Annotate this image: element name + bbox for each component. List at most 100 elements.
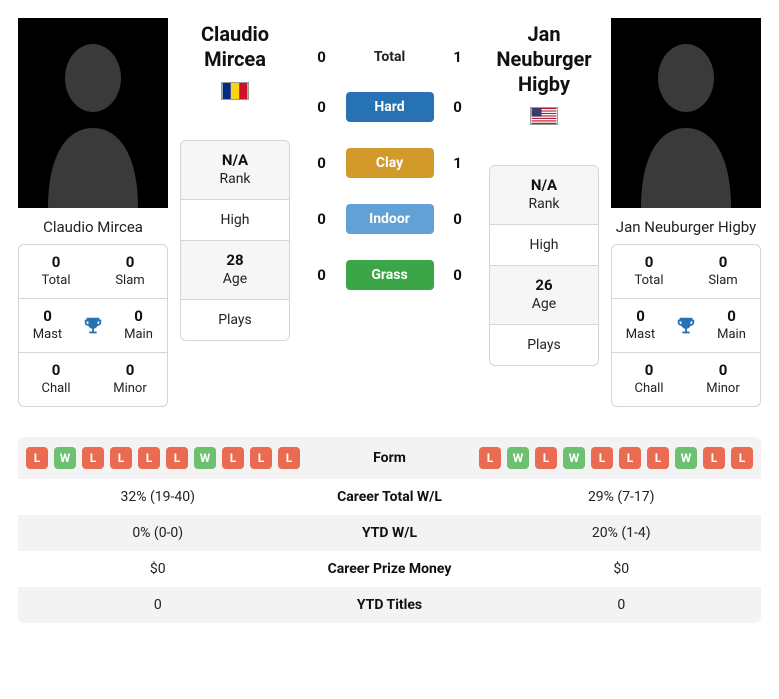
form-chip[interactable]: L <box>703 447 725 469</box>
player2-ytd-wl: 20% (1-4) <box>490 525 754 541</box>
form-chip[interactable]: W <box>675 447 697 469</box>
compare-table: LWLLLLWLLL Form LWLWLLLWLL 32% (19-40) C… <box>18 437 761 623</box>
player2-column: Jan Neuburger Higby 0 Total 0 Slam 0 Mas… <box>611 18 761 407</box>
h2h-p1-indoor: 0 <box>312 210 332 228</box>
person-silhouette-icon <box>631 28 741 208</box>
player1-photo <box>18 18 168 208</box>
player2-name[interactable]: Jan Neuburger Higby <box>489 22 599 97</box>
player2-rank: N/A Rank <box>490 166 598 225</box>
top-row: Claudio Mircea 0 Total 0 Slam 0 Mast <box>18 18 761 407</box>
player2-photo-name: Jan Neuburger Higby <box>611 208 761 244</box>
player2-photo <box>611 18 761 208</box>
surface-hard-pill[interactable]: Hard <box>346 92 434 122</box>
form-chip[interactable]: L <box>731 447 753 469</box>
compare-ytd-titles-row: 0 YTD Titles 0 <box>18 587 761 623</box>
trophy-icon <box>76 315 110 337</box>
h2h-total-label: Total <box>346 49 434 65</box>
player2-titles-minor: 0 Minor <box>686 353 760 406</box>
player2-stats-card: N/A Rank High 26 Age Plays <box>489 165 599 366</box>
titles-row-3: 0 Chall 0 Minor <box>19 353 167 406</box>
player1-career-wl: 32% (19-40) <box>26 489 290 505</box>
player2-prize: $0 <box>490 561 754 577</box>
form-chip[interactable]: L <box>535 447 557 469</box>
form-chip[interactable]: W <box>563 447 585 469</box>
form-chip[interactable]: L <box>619 447 641 469</box>
player1-high: High <box>181 200 289 241</box>
h2h-p1-total: 0 <box>312 48 332 66</box>
form-chip[interactable]: L <box>647 447 669 469</box>
player1-form: LWLLLLWLLL <box>26 447 300 469</box>
compare-career-wl-row: 32% (19-40) Career Total W/L 29% (7-17) <box>18 479 761 515</box>
romania-flag-icon <box>221 82 249 100</box>
titles-row-2: 0 Mast 0 Main <box>612 299 760 353</box>
trophy-icon <box>669 315 703 337</box>
h2h-column: 0 Total 1 0 Hard 0 0 Clay 1 0 Indoor 0 0 Grass 0 <box>302 18 477 290</box>
player1-age: 28 Age <box>181 241 289 300</box>
form-chip[interactable]: W <box>54 447 76 469</box>
player2-titles-main: 0 Main <box>703 299 760 352</box>
compare-ytd-wl-label: YTD W/L <box>290 525 490 541</box>
player1-name[interactable]: Claudio Mircea <box>180 22 290 72</box>
player1-header: Claudio Mircea N/A Rank High 28 Age Play… <box>180 18 290 341</box>
h2h-p2-total: 1 <box>448 48 468 66</box>
form-chip[interactable]: L <box>26 447 48 469</box>
player2-form: LWLWLLLWLL <box>479 447 753 469</box>
player2-titles-card: 0 Total 0 Slam 0 Mast 0 Main <box>611 244 761 407</box>
compare-ytd-wl-row: 0% (0-0) YTD W/L 20% (1-4) <box>18 515 761 551</box>
form-chip[interactable]: L <box>82 447 104 469</box>
player1-titles-main: 0 Main <box>110 299 167 352</box>
form-chip[interactable]: L <box>138 447 160 469</box>
titles-row-3: 0 Chall 0 Minor <box>612 353 760 406</box>
player2-titles-total: 0 Total <box>612 245 686 298</box>
player1-stats-card: N/A Rank High 28 Age Plays <box>180 140 290 341</box>
compare-prize-label: Career Prize Money <box>290 561 490 577</box>
player2-high: High <box>490 225 598 266</box>
form-chip[interactable]: W <box>194 447 216 469</box>
compare-form-row: LWLLLLWLLL Form LWLWLLLWLL <box>18 437 761 479</box>
player1-titles-mast: 0 Mast <box>19 299 76 352</box>
form-chip[interactable]: L <box>479 447 501 469</box>
player2-age: 26 Age <box>490 266 598 325</box>
player1-column: Claudio Mircea 0 Total 0 Slam 0 Mast <box>18 18 168 407</box>
player1-titles-minor: 0 Minor <box>93 353 167 406</box>
titles-row-1: 0 Total 0 Slam <box>612 245 760 299</box>
form-chip[interactable]: L <box>591 447 613 469</box>
form-chip[interactable]: L <box>250 447 272 469</box>
h2h-hard-row: 0 Hard 0 <box>302 92 477 122</box>
player2-titles-mast: 0 Mast <box>612 299 669 352</box>
h2h-p2-indoor: 0 <box>448 210 468 228</box>
player2-plays: Plays <box>490 325 598 365</box>
player2-career-wl: 29% (7-17) <box>490 489 754 505</box>
surface-indoor-pill[interactable]: Indoor <box>346 204 434 234</box>
player2-titles-chall: 0 Chall <box>612 353 686 406</box>
h2h-p2-hard: 0 <box>448 98 468 116</box>
form-chip[interactable]: L <box>110 447 132 469</box>
surface-grass-pill[interactable]: Grass <box>346 260 434 290</box>
titles-row-2: 0 Mast 0 Main <box>19 299 167 353</box>
player1-plays: Plays <box>181 300 289 340</box>
form-chip[interactable]: L <box>222 447 244 469</box>
form-chip[interactable]: L <box>278 447 300 469</box>
compare-ytd-titles-label: YTD Titles <box>290 597 490 613</box>
compare-career-wl-label: Career Total W/L <box>290 489 490 505</box>
player1-titles-chall: 0 Chall <box>19 353 93 406</box>
player2-header: Jan Neuburger Higby N/A Rank High 26 Age… <box>489 18 599 366</box>
h2h-p2-grass: 0 <box>448 266 468 284</box>
player1-rank: N/A Rank <box>181 141 289 200</box>
form-chip[interactable]: L <box>166 447 188 469</box>
compare-form-label: Form <box>300 450 479 466</box>
h2h-p1-hard: 0 <box>312 98 332 116</box>
h2h-p1-clay: 0 <box>312 154 332 172</box>
h2h-p1-grass: 0 <box>312 266 332 284</box>
h2h-p2-clay: 1 <box>448 154 468 172</box>
h2h-total-row: 0 Total 1 <box>302 48 477 66</box>
compare-prize-row: $0 Career Prize Money $0 <box>18 551 761 587</box>
h2h-clay-row: 0 Clay 1 <box>302 148 477 178</box>
form-chip[interactable]: W <box>507 447 529 469</box>
usa-flag-icon <box>530 107 558 125</box>
h2h-grass-row: 0 Grass 0 <box>302 260 477 290</box>
player1-ytd-titles: 0 <box>26 597 290 613</box>
h2h-indoor-row: 0 Indoor 0 <box>302 204 477 234</box>
surface-clay-pill[interactable]: Clay <box>346 148 434 178</box>
player2-titles-slam: 0 Slam <box>686 245 760 298</box>
